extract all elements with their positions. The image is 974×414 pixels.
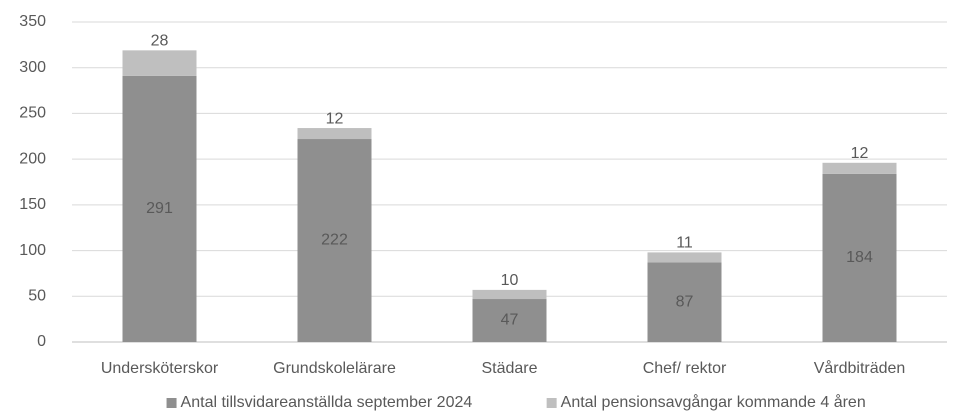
legend-label: Antal tillsvidareanställda september 202… [181, 394, 473, 411]
y-tick-label: 100 [19, 242, 46, 259]
data-label: 12 [851, 145, 869, 162]
y-tick-label: 250 [19, 105, 46, 122]
y-tick-label: 50 [28, 288, 46, 305]
bar-segment [297, 128, 372, 140]
bar-segment [472, 289, 547, 300]
y-tick-label: 150 [19, 196, 46, 213]
data-label: 87 [676, 293, 694, 310]
y-tick-label: 300 [19, 59, 46, 76]
bar-segment [297, 139, 372, 342]
bar-segment [822, 173, 897, 342]
bar-segment [472, 299, 547, 342]
data-label: 222 [321, 232, 348, 249]
data-label: 47 [501, 312, 519, 329]
x-tick-label: Chef/ rektor [643, 360, 727, 377]
x-tick-label: Vårdbiträden [814, 359, 906, 377]
legend-label: Antal pensionsavgångar kommande 4 åren [561, 393, 866, 411]
x-tick-label: Undersköterskor [101, 360, 219, 377]
x-tick-label: Städare [481, 360, 537, 377]
y-tick-label: 350 [19, 13, 46, 30]
x-tick-label: Grundskolelärare [273, 360, 396, 377]
legend-swatch [166, 398, 177, 408]
data-label: 10 [501, 272, 519, 289]
bar-segment [122, 75, 197, 342]
data-label: 11 [676, 235, 693, 252]
data-label: 12 [326, 110, 344, 127]
bar-segment [647, 252, 722, 263]
legend-swatch [546, 398, 557, 408]
bar-segment [822, 162, 897, 174]
y-tick-label: 0 [37, 333, 46, 350]
bar-segment [122, 50, 197, 76]
data-label: 184 [846, 249, 873, 266]
data-label: 28 [151, 33, 169, 50]
bar-segment [647, 262, 722, 342]
data-label: 291 [146, 200, 173, 217]
y-tick-label: 200 [19, 150, 46, 167]
